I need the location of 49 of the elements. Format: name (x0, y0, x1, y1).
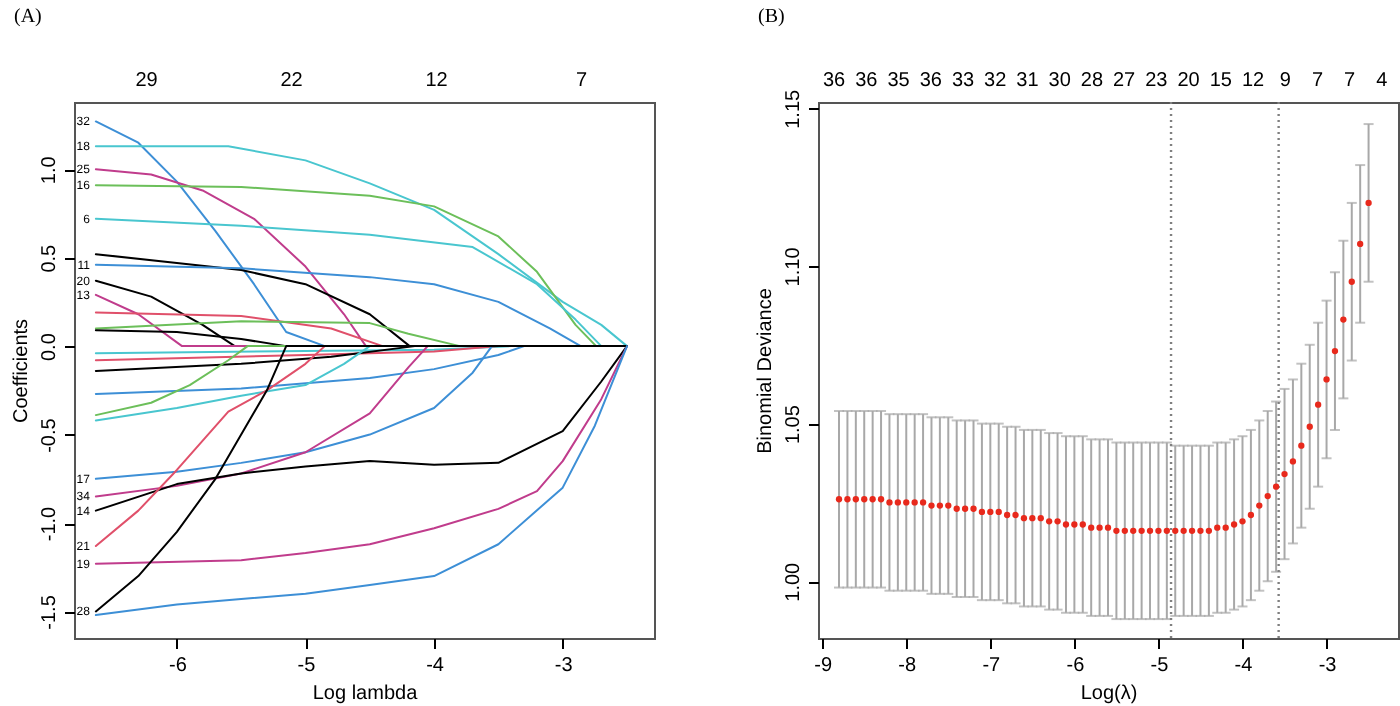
text: 12 (425, 70, 449, 92)
text: 4 (1376, 70, 1389, 92)
text: 36 (822, 70, 847, 92)
text: 36 (855, 70, 879, 92)
text: 7 (1311, 70, 1324, 92)
y-tick-label: 1.0 (39, 155, 61, 185)
y-tick-label: -1.5 (39, 594, 61, 630)
y-tick-label: 0.5 (39, 243, 61, 273)
text: 12 (1241, 70, 1265, 92)
text: 23 (1145, 70, 1169, 92)
x-tick-label: -8 (898, 655, 918, 677)
x-tick-label: -4 (426, 655, 445, 677)
x-tick-label: -6 (1066, 655, 1086, 677)
text: 28 (1080, 70, 1104, 92)
y-axis-title: Coefficients (11, 318, 33, 424)
x-axis-title: Log lambda (312, 683, 419, 705)
text: 33 (951, 70, 975, 92)
text: 36 (919, 70, 943, 92)
text: 35 (887, 70, 911, 92)
text: 27 (1112, 70, 1137, 92)
text: 9 (1279, 70, 1292, 92)
chart-title: (B) (758, 6, 785, 28)
text: 30 (1048, 70, 1072, 92)
y-tick-label: 1.00 (783, 561, 805, 602)
x-tick-label: -3 (1318, 655, 1338, 677)
y-axis-title: Binomial Deviance (755, 287, 777, 454)
text: 29 (135, 70, 159, 92)
x-tick-label: -9 (814, 655, 833, 677)
x-tick-label: -5 (297, 655, 317, 677)
x-tick-label: -7 (982, 655, 1002, 677)
text: 32 (984, 70, 1008, 92)
text: 15 (1209, 70, 1233, 92)
y-tick-label: -1.0 (39, 505, 61, 542)
text: 7 (1344, 70, 1357, 92)
x-tick-label: -4 (1234, 655, 1254, 677)
x-tick-label: -5 (1150, 655, 1170, 677)
chart-title: (A) (14, 6, 42, 28)
text: 20 (1177, 70, 1201, 92)
x-tick-label: -6 (168, 655, 188, 677)
x-axis-title: Log(λ) (1080, 683, 1138, 705)
x-tick-label: -3 (554, 655, 574, 677)
y-tick-label: 1.15 (783, 88, 805, 129)
text: 31 (1016, 70, 1040, 92)
text: 22 (280, 70, 304, 92)
text: 7 (575, 70, 588, 92)
y-tick-label: 1.05 (783, 404, 805, 445)
y-tick-label: -0.5 (39, 417, 61, 453)
y-tick-label: 1.10 (783, 246, 805, 287)
y-tick-label: 0.0 (39, 332, 61, 362)
